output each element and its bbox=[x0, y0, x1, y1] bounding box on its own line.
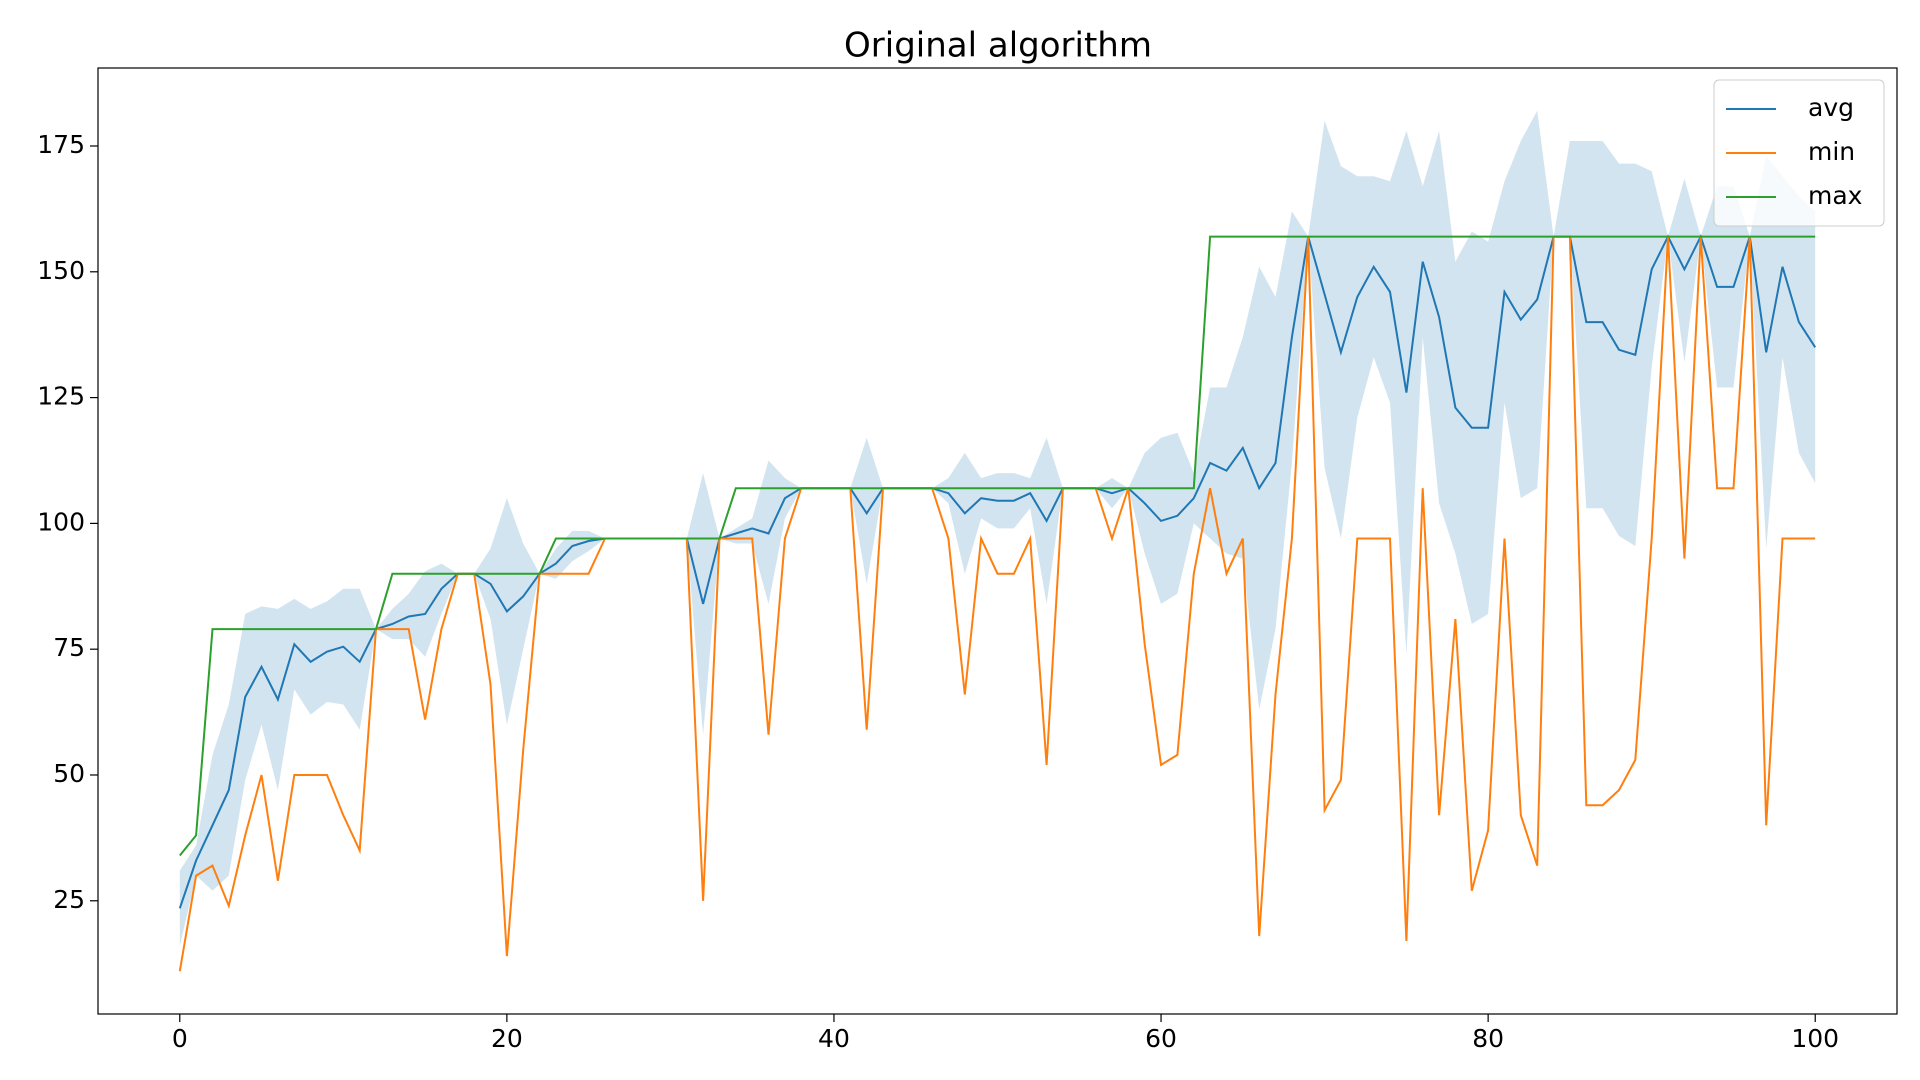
legend-label: avg bbox=[1808, 93, 1854, 122]
y-tick-label: 75 bbox=[53, 633, 85, 662]
y-tick-label: 25 bbox=[53, 885, 85, 914]
legend: avg min max bbox=[1713, 79, 1885, 227]
std-band bbox=[179, 110, 1816, 947]
x-tick-label: 20 bbox=[491, 1024, 523, 1053]
y-tick-label: 125 bbox=[37, 382, 85, 411]
legend-box bbox=[1713, 79, 1885, 227]
y-tick-label: 150 bbox=[37, 256, 85, 285]
x-tick-label: 60 bbox=[1145, 1024, 1177, 1053]
x-tick-label: 100 bbox=[1791, 1024, 1839, 1053]
series-line bbox=[178, 233, 1817, 909]
plot-frame bbox=[97, 67, 1898, 1015]
legend-label: max bbox=[1808, 181, 1862, 210]
x-tick-label: 40 bbox=[818, 1024, 850, 1053]
series-line bbox=[179, 235, 1816, 857]
y-tick-label: 175 bbox=[37, 130, 85, 159]
legend-label: min bbox=[1808, 137, 1855, 166]
x-tick-label: 0 bbox=[172, 1024, 188, 1053]
x-tick-label: 80 bbox=[1472, 1024, 1504, 1053]
series-line bbox=[178, 235, 1816, 972]
y-tick-label: 50 bbox=[53, 759, 85, 788]
y-tick-label: 100 bbox=[37, 507, 85, 536]
chart-title: Original algorithm bbox=[844, 26, 1152, 66]
